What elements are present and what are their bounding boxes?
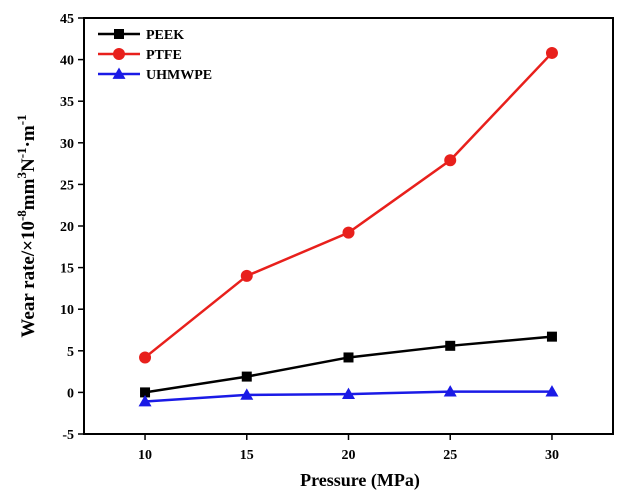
y-tick-label: 35 [60, 95, 74, 110]
legend-item-ptfe: PTFE [98, 48, 182, 63]
data-point-uhmwpe [240, 388, 254, 400]
legend-marker-uhmwpe [112, 67, 126, 79]
legend-item-peek: PEEK [98, 28, 184, 43]
series-peek [140, 331, 557, 398]
y-tick-label: 40 [60, 54, 74, 69]
y-tick-label: 15 [60, 262, 74, 277]
legend-marker-peek [114, 29, 124, 39]
y-axis: -5 0 5 10 15 20 25 30 35 40 45 [60, 12, 84, 443]
y-tick-label: 30 [60, 137, 74, 152]
legend-item-uhmwpe: UHMWPE [98, 67, 212, 83]
data-point-ptfe [139, 351, 152, 364]
y-tick-label: 0 [67, 386, 74, 401]
x-tick-label: 20 [342, 448, 356, 463]
x-tick-label: 15 [240, 448, 254, 463]
series-ptfe [139, 46, 558, 364]
y-tick-label: -5 [62, 428, 74, 443]
data-point-ptfe [342, 226, 355, 239]
data-point-uhmwpe [138, 395, 152, 407]
legend-marker-ptfe [113, 48, 125, 60]
data-point-peek [546, 331, 557, 342]
y-tick-label: 5 [67, 345, 74, 360]
x-axis-title: Pressure (MPa) [300, 470, 420, 491]
series-layer [138, 46, 559, 407]
data-point-peek [241, 371, 252, 382]
y-tick-label: 10 [60, 303, 74, 318]
data-point-peek [343, 352, 354, 363]
series-line-ptfe [144, 52, 553, 359]
data-point-ptfe [240, 269, 253, 282]
data-point-ptfe [545, 46, 558, 59]
data-point-uhmwpe [342, 387, 355, 399]
data-point-peek [140, 387, 151, 398]
series-uhmwpe [138, 385, 559, 407]
legend-label-ptfe: PTFE [146, 48, 182, 63]
data-point-peek [445, 340, 456, 351]
data-point-ptfe [444, 154, 457, 167]
legend-label-peek: PEEK [146, 28, 184, 43]
y-tick-label: 20 [60, 220, 74, 235]
data-point-uhmwpe [545, 385, 559, 397]
legend: PEEK PTFE UHMWPE [98, 28, 212, 83]
series-line-peek [144, 335, 553, 394]
x-tick-label: 10 [138, 448, 152, 463]
x-tick-label: 30 [545, 448, 559, 463]
y-axis-title: Wear rate/×10-8mm3N-1·m-1 [14, 114, 39, 337]
y-tick-label: 45 [60, 12, 74, 27]
x-axis: 10 15 20 25 30 [138, 434, 559, 463]
data-point-uhmwpe [443, 385, 457, 397]
x-tick-label: 25 [443, 448, 457, 463]
y-tick-label: 25 [60, 178, 74, 193]
legend-label-uhmwpe: UHMWPE [146, 68, 212, 83]
